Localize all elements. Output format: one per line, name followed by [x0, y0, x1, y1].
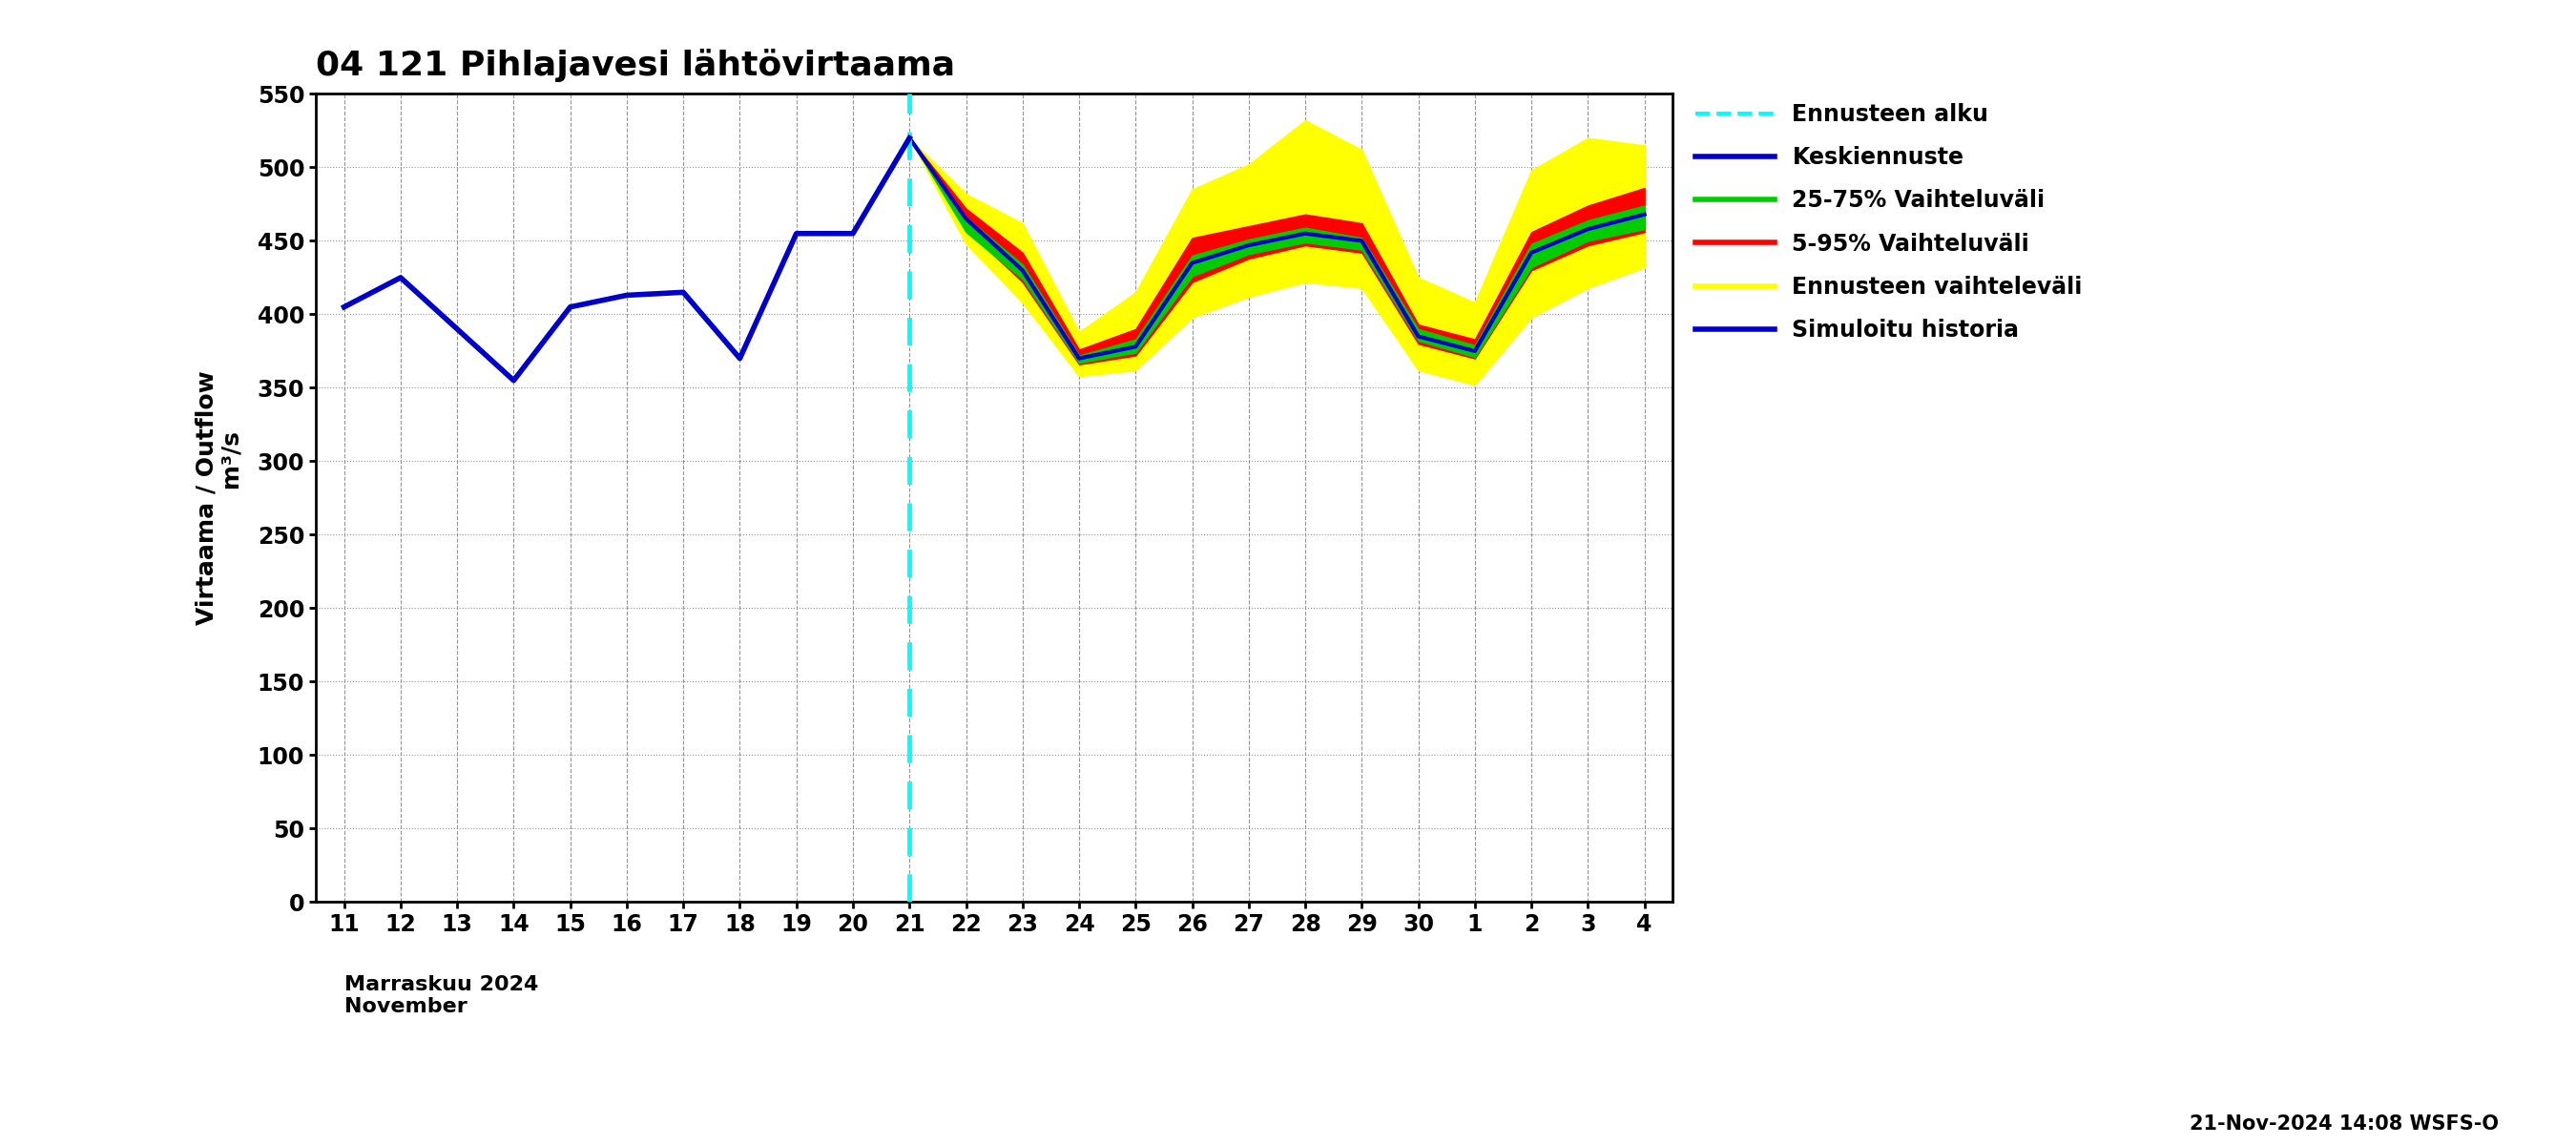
Text: 21-Nov-2024 14:08 WSFS-O: 21-Nov-2024 14:08 WSFS-O	[2190, 1114, 2499, 1134]
Text: 04 121 Pihlajavesi lähtövirtaama: 04 121 Pihlajavesi lähtövirtaama	[317, 48, 956, 82]
Text: Marraskuu 2024
November: Marraskuu 2024 November	[345, 976, 538, 1017]
Y-axis label: Virtaama / Outflow
         m³/s: Virtaama / Outflow m³/s	[196, 371, 245, 625]
Legend: Ennusteen alku, Keskiennuste, 25-75% Vaihteluväli, 5-95% Vaihteluväli, Ennusteen: Ennusteen alku, Keskiennuste, 25-75% Vai…	[1687, 94, 2092, 350]
